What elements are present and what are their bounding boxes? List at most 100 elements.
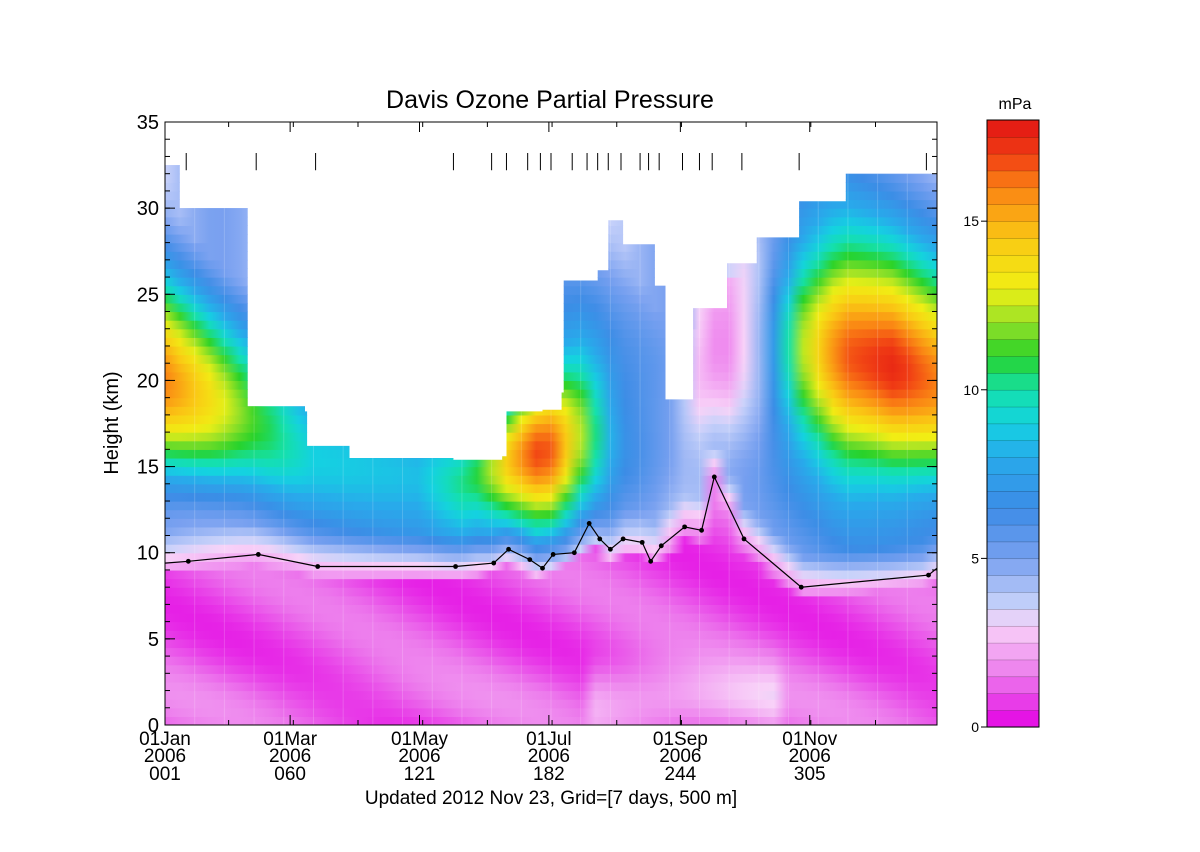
field-row bbox=[165, 518, 937, 528]
colorbar-band bbox=[986, 473, 1040, 492]
y-tick-label: 0 bbox=[148, 715, 159, 737]
tropopause-point bbox=[648, 558, 654, 564]
field-row bbox=[165, 285, 937, 295]
colorbar-band bbox=[986, 355, 1040, 374]
field-row bbox=[165, 466, 937, 476]
colorbar-band bbox=[986, 642, 1040, 661]
x-tick-date: 01Nov bbox=[782, 729, 837, 750]
field-row bbox=[165, 716, 937, 725]
tropopause-point bbox=[597, 536, 603, 542]
field-row bbox=[165, 587, 937, 597]
colorbar-band bbox=[986, 389, 1040, 408]
colorbar-band bbox=[986, 625, 1040, 644]
tropopause-point bbox=[711, 474, 717, 480]
colorbar-band bbox=[986, 237, 1040, 256]
x-tick-year: 2006 bbox=[528, 746, 570, 767]
tropopause-point bbox=[185, 558, 191, 564]
colorbar-frame bbox=[986, 119, 1040, 728]
field-row bbox=[165, 440, 937, 450]
field-row bbox=[165, 647, 937, 657]
field-row bbox=[165, 699, 937, 709]
chart-footer: Updated 2012 Nov 23, Grid=[7 days, 500 m… bbox=[365, 788, 737, 809]
colorbar-band bbox=[986, 575, 1040, 593]
field-row bbox=[165, 613, 937, 623]
x-tick-date: 01Mar bbox=[263, 729, 318, 750]
field-row bbox=[165, 139, 937, 148]
colorbar-band bbox=[986, 153, 1040, 172]
field-row bbox=[165, 578, 937, 588]
field-row bbox=[165, 371, 937, 382]
y-tick-label: 10 bbox=[137, 543, 159, 565]
field-row bbox=[165, 397, 937, 407]
colorbar-band bbox=[986, 524, 1040, 543]
field-row bbox=[165, 423, 937, 433]
tropopause-point bbox=[658, 543, 664, 549]
tropopause-points bbox=[185, 474, 931, 590]
colorbar: 0 5 10 15 bbox=[963, 119, 1040, 735]
x-tick-doy: 182 bbox=[533, 764, 565, 785]
field-row bbox=[165, 131, 937, 140]
field-row bbox=[165, 233, 937, 244]
field-row bbox=[165, 621, 937, 631]
x-tick-doy: 060 bbox=[274, 764, 306, 785]
field-row bbox=[165, 414, 937, 425]
tropopause-point bbox=[540, 565, 545, 571]
sounding-marks bbox=[185, 153, 927, 171]
x-tick-doy: 244 bbox=[665, 764, 697, 785]
field-row bbox=[165, 328, 937, 338]
field-row bbox=[165, 595, 937, 605]
chart-title: Davis Ozone Partial Pressure bbox=[386, 86, 714, 114]
plot-frame bbox=[164, 121, 938, 726]
colorbar-band bbox=[986, 254, 1040, 273]
colorbar-band bbox=[986, 338, 1040, 357]
field-row bbox=[165, 432, 937, 442]
colorbar-band bbox=[986, 220, 1040, 239]
field-row bbox=[165, 190, 937, 201]
field-row bbox=[165, 707, 937, 717]
field-row bbox=[165, 526, 937, 537]
x-tick-year: 2006 bbox=[144, 746, 186, 767]
colorbar-band bbox=[986, 456, 1040, 475]
x-tick-doy: 305 bbox=[794, 764, 826, 785]
colorbar-tick-label: 5 bbox=[971, 550, 979, 566]
x-tick-doy: 121 bbox=[404, 764, 436, 785]
colorbar-band bbox=[986, 271, 1040, 290]
tropopause-point bbox=[491, 560, 497, 566]
colorbar-band bbox=[986, 322, 1040, 340]
field-row bbox=[165, 242, 937, 252]
y-tick-label: 30 bbox=[137, 198, 159, 220]
x-axis: 01Jan200600101Mar200606001May200612101Ju… bbox=[139, 122, 876, 785]
tropopause-point bbox=[682, 524, 688, 530]
field-row bbox=[165, 182, 937, 192]
field-row bbox=[165, 604, 937, 614]
x-tick-date: 01Jan bbox=[139, 729, 191, 750]
colorbar-band bbox=[986, 423, 1040, 442]
field-row bbox=[165, 561, 937, 571]
y-tick-label: 5 bbox=[148, 629, 159, 651]
colorbar-band bbox=[986, 440, 1040, 458]
x-tick-year: 2006 bbox=[398, 746, 440, 767]
field-row bbox=[165, 363, 937, 373]
field-row bbox=[165, 311, 937, 321]
field-row bbox=[165, 320, 937, 330]
x-tick-date: 01Jul bbox=[526, 729, 571, 750]
colorbar-band bbox=[986, 305, 1040, 323]
x-tick-year: 2006 bbox=[269, 746, 311, 767]
field-row bbox=[165, 449, 937, 459]
field-row bbox=[165, 630, 937, 640]
field-row bbox=[165, 535, 937, 545]
tropopause-point bbox=[798, 584, 804, 590]
colorbar-band bbox=[986, 406, 1040, 425]
y-tick-label: 15 bbox=[137, 457, 159, 479]
colorbar-tick-label: 10 bbox=[963, 382, 979, 398]
field-row bbox=[165, 475, 937, 485]
colorbar-tick-label: 0 bbox=[971, 719, 979, 735]
colorbar-band bbox=[986, 676, 1040, 694]
colorbar-band bbox=[986, 558, 1040, 576]
field-row bbox=[165, 199, 937, 209]
field-row bbox=[165, 122, 937, 131]
field-row bbox=[165, 354, 937, 364]
field-row bbox=[165, 302, 937, 313]
field-row bbox=[165, 681, 937, 692]
